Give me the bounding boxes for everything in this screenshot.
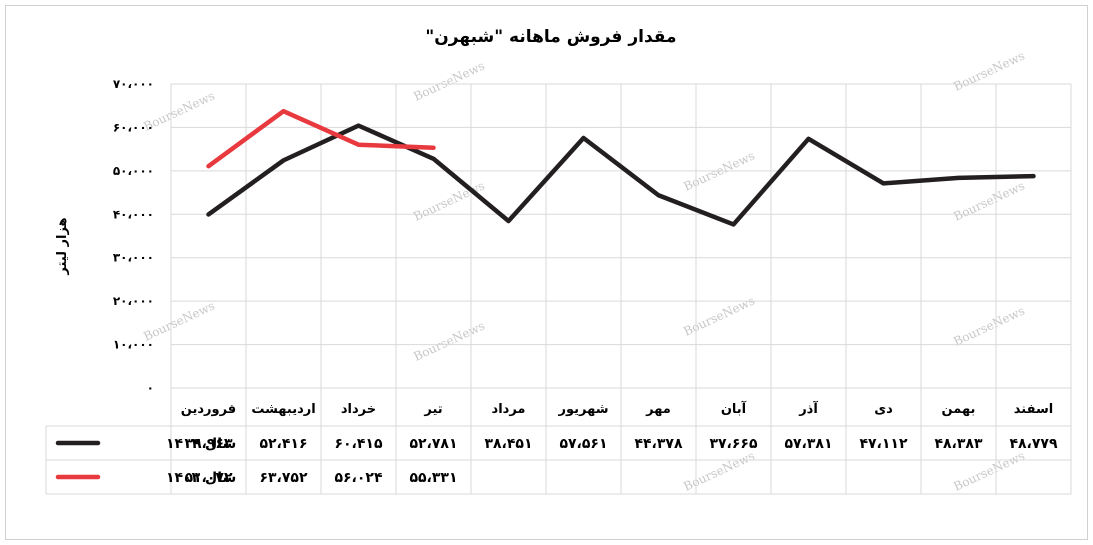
watermark-text: BourseNews [951, 49, 1027, 94]
x-category-label: آبان [721, 400, 747, 417]
data-table-cell: ۴۸،۷۷۹ [1009, 436, 1057, 452]
watermark-text: BourseNews [681, 294, 757, 339]
series-line-1 [206, 123, 1036, 227]
chart-title: مقدار فروش ماهانه "شبهرن" [425, 27, 676, 47]
watermark-text: BourseNews [411, 59, 487, 104]
data-table-cell: ۳۷،۶۶۵ [709, 436, 757, 452]
x-category-label: مهر [645, 402, 671, 417]
x-category-label: فروردین [181, 402, 236, 417]
y-tick-label: ۲۰،۰۰۰ [113, 294, 154, 308]
series-line-2 [206, 108, 436, 169]
chart-frame: BourseNews BourseNews BourseNews BourseNews… [5, 5, 1088, 540]
grid [170, 83, 1072, 389]
x-category-label: تیر [423, 402, 442, 417]
x-category-label: آذر [798, 400, 818, 417]
data-table-cell: ۳۹،۹۶۳ [184, 436, 232, 452]
y-tick-label: ۴۰،۰۰۰ [113, 207, 154, 221]
data-table-cell: ۴۷،۱۱۲ [859, 436, 907, 452]
x-category-label: بهمن [942, 402, 976, 417]
watermark-text: BourseNews [951, 179, 1027, 224]
data-table-cell: ۵۱،۰۷۲ [184, 470, 232, 486]
series-name: سال ۱۴۰۳ [166, 470, 236, 486]
x-category-label: دی [874, 402, 893, 417]
watermark-text: BourseNews [951, 449, 1027, 494]
x-category-label: اردیبهشت [251, 402, 315, 417]
data-table-cell: ۵۲،۴۱۶ [259, 436, 307, 452]
data-table-cell: ۵۲،۷۸۱ [409, 436, 457, 452]
data-table-cell: ۴۴،۳۷۸ [634, 436, 682, 452]
watermark-text: BourseNews [411, 179, 487, 224]
x-category-label: اسفند [1014, 402, 1053, 417]
x-category-label: شهریور [558, 402, 609, 417]
data-table-cell: ۳۸،۴۵۱ [484, 436, 532, 452]
data-table-cell: ۴۸،۳۸۳ [934, 436, 982, 452]
data-table-cell: ۵۷،۵۶۱ [559, 436, 607, 452]
y-tick-label: ۳۰،۰۰۰ [113, 251, 154, 265]
data-table-cell: ۵۶،۰۲۴ [334, 470, 382, 486]
watermark-text: BourseNews [411, 319, 487, 364]
y-axis-ticks: ۰ ۱۰،۰۰۰ ۲۰،۰۰۰ ۳۰،۰۰۰ ۴۰،۰۰۰ ۵۰،۰۰۰ ۶۰،۰۰۰ ۷۰،… [113, 77, 154, 395]
series-lines [206, 108, 1036, 227]
data-table-cell: ۵۵،۳۳۱ [409, 470, 457, 486]
y-tick-label: ۶۰،۰۰۰ [113, 120, 154, 134]
x-category-label: مرداد [492, 402, 526, 417]
data-table-cell: ۶۳،۷۵۲ [259, 470, 307, 486]
data-table: فروردین اردیبهشت خرداد تیر مرداد شهریور مهر آبا… [45, 387, 1072, 495]
data-table-cell: ۶۰،۴۱۵ [334, 436, 382, 452]
y-axis-label: هزار لیتر [55, 217, 70, 275]
y-tick-label: ۰ [147, 381, 154, 395]
watermark-text: BourseNews [951, 304, 1027, 349]
data-table-cell: ۵۷،۳۸۱ [784, 436, 832, 452]
series-name: سال ۱۴۰۲ [166, 436, 236, 452]
y-tick-label: ۵۰،۰۰۰ [113, 164, 154, 178]
sales-line-chart: BourseNews BourseNews BourseNews BourseNews… [45, 27, 1072, 495]
y-tick-label: ۱۰،۰۰۰ [113, 338, 154, 352]
x-category-label: خرداد [341, 402, 376, 417]
y-tick-label: ۷۰،۰۰۰ [113, 77, 154, 91]
watermark-text: BourseNews [681, 449, 757, 494]
